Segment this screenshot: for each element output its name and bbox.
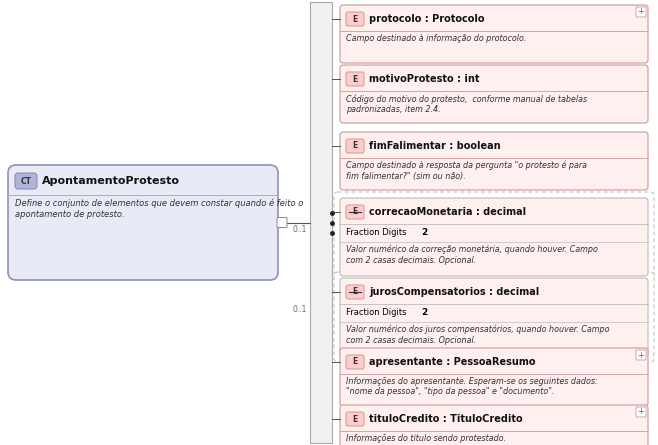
Text: Campo destinado à informação do protocolo.: Campo destinado à informação do protocol… <box>346 34 526 43</box>
Text: correcaoMonetaria : decimal: correcaoMonetaria : decimal <box>369 207 526 217</box>
Text: tituloCredito : TituloCredito: tituloCredito : TituloCredito <box>369 414 522 424</box>
Bar <box>310 2 332 443</box>
Text: apresentante : PessoaResumo: apresentante : PessoaResumo <box>369 357 536 367</box>
FancyBboxPatch shape <box>346 205 364 219</box>
FancyBboxPatch shape <box>334 192 654 282</box>
Text: E: E <box>353 15 358 24</box>
Text: 2: 2 <box>421 228 427 237</box>
Text: Fraction Digits: Fraction Digits <box>346 308 407 317</box>
FancyBboxPatch shape <box>346 285 364 299</box>
Text: jurosCompensatorios : decimal: jurosCompensatorios : decimal <box>369 287 540 297</box>
FancyBboxPatch shape <box>340 132 648 190</box>
FancyBboxPatch shape <box>346 139 364 153</box>
Text: ApontamentoProtesto: ApontamentoProtesto <box>42 176 180 186</box>
Text: Campo destinado à resposta da pergunta "o protesto é para
fim falimentar?" (sim : Campo destinado à resposta da pergunta "… <box>346 161 587 181</box>
Text: E: E <box>353 414 358 424</box>
Text: 2: 2 <box>421 308 427 317</box>
Text: Informações do título sendo protestado.: Informações do título sendo protestado. <box>346 434 506 443</box>
Text: E: E <box>353 207 358 217</box>
Text: protocolo : Protocolo: protocolo : Protocolo <box>369 14 484 24</box>
FancyBboxPatch shape <box>636 407 646 417</box>
FancyBboxPatch shape <box>346 412 364 426</box>
FancyBboxPatch shape <box>346 12 364 26</box>
Text: Valor numérico dos juros compensatórios, quando houver. Campo
com 2 casas decima: Valor numérico dos juros compensatórios,… <box>346 325 609 345</box>
Text: 0..1: 0..1 <box>293 305 307 314</box>
Text: CT: CT <box>20 177 32 186</box>
FancyBboxPatch shape <box>340 348 648 406</box>
Text: +: + <box>638 8 644 16</box>
FancyBboxPatch shape <box>277 218 287 227</box>
FancyBboxPatch shape <box>340 405 648 445</box>
FancyBboxPatch shape <box>15 173 37 189</box>
FancyBboxPatch shape <box>636 7 646 17</box>
FancyBboxPatch shape <box>346 72 364 86</box>
Text: Código do motivo do protesto,  conforme manual de tabelas
padronizadas, item 2.4: Código do motivo do protesto, conforme m… <box>346 94 587 114</box>
FancyBboxPatch shape <box>346 355 364 369</box>
Text: Informações do apresentante. Esperam-se os seguintes dados:
"nome da pessoa", "t: Informações do apresentante. Esperam-se … <box>346 377 597 396</box>
Text: +: + <box>638 408 644 417</box>
Text: E: E <box>353 287 358 296</box>
Text: E: E <box>353 74 358 84</box>
FancyBboxPatch shape <box>340 65 648 123</box>
Text: Define o conjunto de elementos que devem constar quando é feito o
apontamento de: Define o conjunto de elementos que devem… <box>15 199 303 219</box>
Text: motivoProtesto : int: motivoProtesto : int <box>369 74 480 84</box>
Text: E: E <box>353 357 358 367</box>
FancyBboxPatch shape <box>340 198 648 276</box>
FancyBboxPatch shape <box>636 350 646 360</box>
Text: Fraction Digits: Fraction Digits <box>346 228 407 237</box>
Text: Valor numérico da correção monetária, quando houver. Campo
com 2 casas decimais.: Valor numérico da correção monetária, qu… <box>346 245 598 265</box>
Text: +: + <box>638 351 644 360</box>
Text: fimFalimentar : boolean: fimFalimentar : boolean <box>369 141 501 151</box>
Text: E: E <box>353 142 358 150</box>
FancyBboxPatch shape <box>8 165 278 280</box>
FancyBboxPatch shape <box>340 278 648 356</box>
Text: 0..1: 0..1 <box>293 225 307 234</box>
FancyBboxPatch shape <box>340 5 648 63</box>
FancyBboxPatch shape <box>334 272 654 362</box>
